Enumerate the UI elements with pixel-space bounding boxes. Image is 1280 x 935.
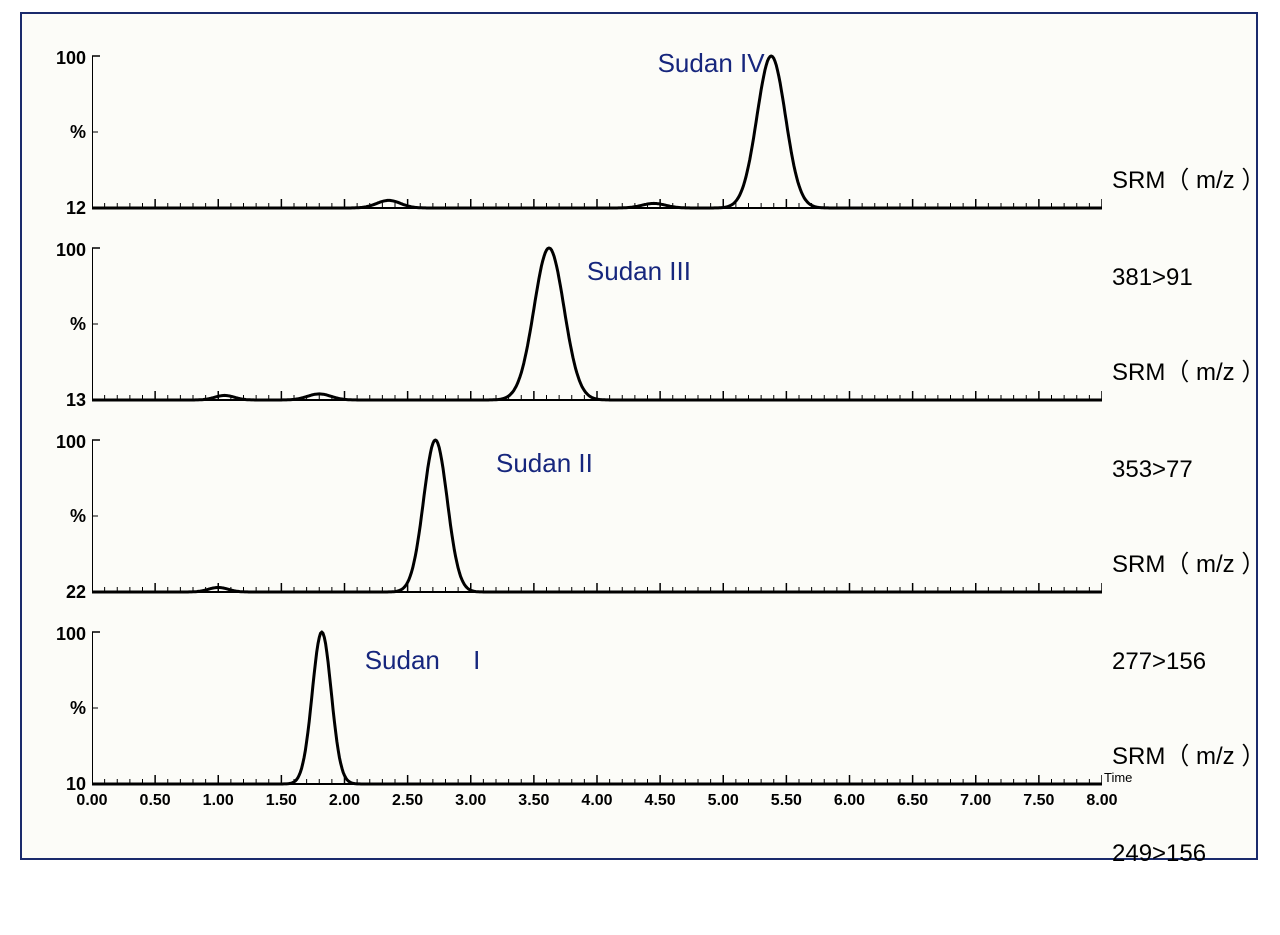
x-tick-label: 7.50 (1023, 792, 1054, 810)
x-tick-label: 4.00 (581, 792, 612, 810)
chromatogram-panel-sudan-ii: 100 % 22 Sudan II (92, 436, 1102, 596)
srm-line1: SRM（ m/z ） (1112, 549, 1280, 581)
x-tick-label: 1.50 (266, 792, 297, 810)
chromatogram-panel-sudan-iii: 100 % 13 Sudan III (92, 244, 1102, 404)
srm-line2: 353>77 (1112, 454, 1280, 486)
y-top-label: 100 (56, 240, 86, 261)
srm-line1: SRM（ m/z ） (1112, 741, 1280, 773)
x-tick-label: 2.50 (392, 792, 423, 810)
chart-frame: 100 % 12 Sudan IV SRM（ m/z ） 381>91 100 … (20, 12, 1258, 860)
x-axis-title: Time (1104, 770, 1132, 785)
x-tick-label: 5.00 (708, 792, 739, 810)
y-bottom-label: 12 (66, 198, 86, 219)
srm-line2: 249>156 (1112, 838, 1280, 870)
x-tick-label: 5.50 (771, 792, 802, 810)
x-tick-label: 3.00 (455, 792, 486, 810)
y-mid-label: % (70, 698, 86, 719)
y-top-label: 100 (56, 48, 86, 69)
srm-line1: SRM（ m/z ） (1112, 165, 1280, 197)
x-tick-label: 7.00 (960, 792, 991, 810)
srm-line2: 381>91 (1112, 262, 1280, 294)
y-bottom-label: 22 (66, 582, 86, 603)
chromatogram-trace (92, 436, 1102, 600)
y-bottom-label: 13 (66, 390, 86, 411)
chromatogram-panel-sudan-iv: 100 % 12 Sudan IV (92, 52, 1102, 212)
srm-annotation-sudan-i: SRM（ m/z ） 249>156 (1112, 676, 1280, 935)
x-tick-label: 4.50 (645, 792, 676, 810)
chromatogram-panel-sudan-i: 100 % 10 Sudan I 0.000.501.001.502.002.5… (92, 628, 1102, 788)
srm-line2: 277>156 (1112, 646, 1280, 678)
y-top-label: 100 (56, 432, 86, 453)
y-mid-label: % (70, 122, 86, 143)
x-tick-label: 0.00 (76, 792, 107, 810)
x-tick-label: 6.50 (897, 792, 928, 810)
x-tick-label: 6.00 (834, 792, 865, 810)
y-mid-label: % (70, 314, 86, 335)
x-tick-label: 0.50 (140, 792, 171, 810)
x-tick-label: 3.50 (518, 792, 549, 810)
chromatogram-trace (92, 628, 1102, 792)
srm-line1: SRM（ m/z ） (1112, 357, 1280, 389)
y-mid-label: % (70, 506, 86, 527)
x-tick-label: 1.00 (203, 792, 234, 810)
y-top-label: 100 (56, 624, 86, 645)
x-tick-label: 2.00 (329, 792, 360, 810)
chromatogram-trace (92, 244, 1102, 408)
chromatogram-trace (92, 52, 1102, 216)
